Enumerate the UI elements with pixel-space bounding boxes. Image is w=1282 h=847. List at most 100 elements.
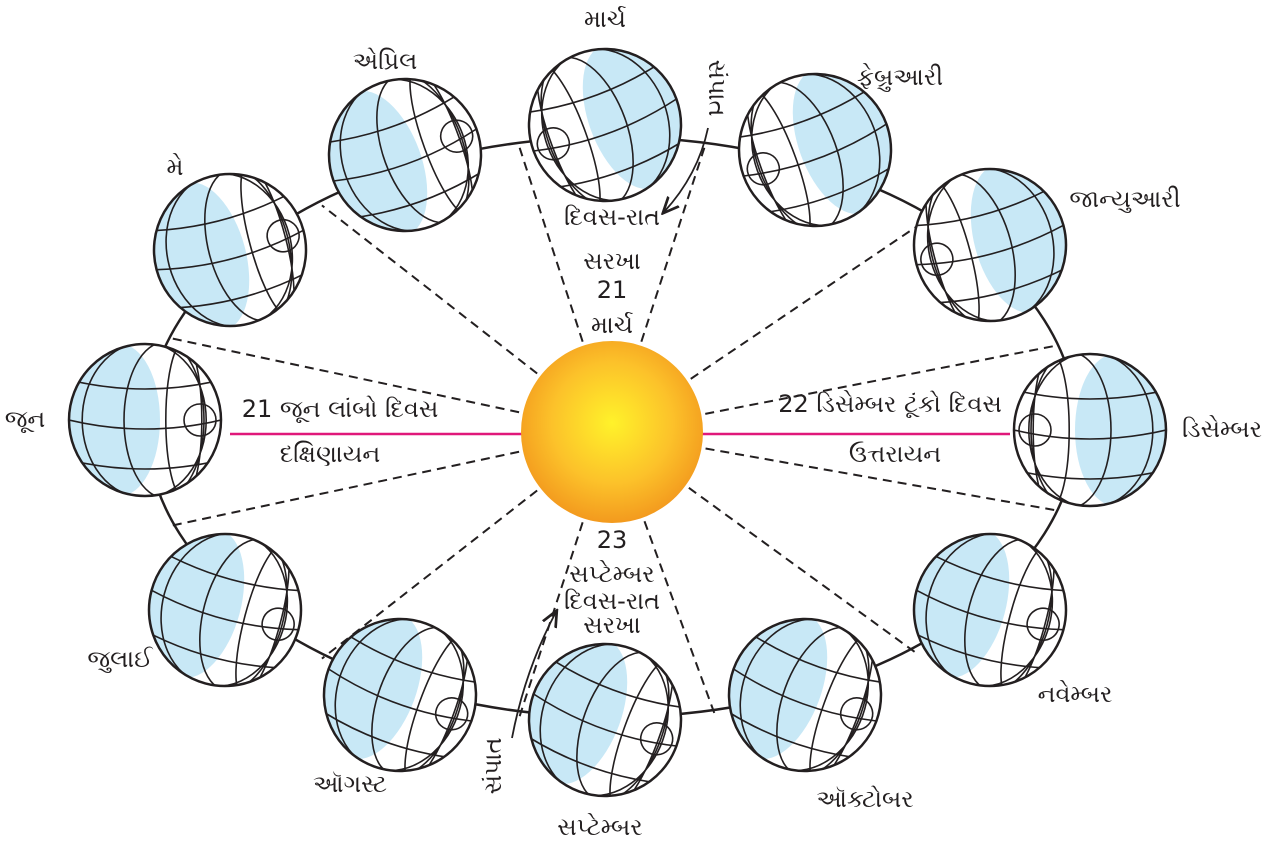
month-label: માર્ચ bbox=[584, 5, 626, 33]
parallel bbox=[926, 550, 1074, 592]
globe bbox=[519, 640, 703, 818]
dashed-ray bbox=[643, 520, 716, 716]
parallel bbox=[533, 98, 677, 152]
solstice-subtitle: દક્ષિણાયન bbox=[280, 440, 381, 468]
globe-outline bbox=[527, 642, 683, 798]
month-label: જુલાઈ bbox=[87, 645, 154, 673]
globe-outline bbox=[152, 172, 308, 328]
equinox-label: સંપાત bbox=[479, 738, 507, 795]
parallel bbox=[916, 224, 1064, 266]
parallel bbox=[1014, 429, 1166, 440]
parallel bbox=[533, 693, 677, 747]
parallel bbox=[1014, 469, 1166, 480]
pole-circle bbox=[920, 242, 954, 277]
globe-outline bbox=[327, 77, 483, 233]
meridian bbox=[81, 344, 208, 496]
globe-outline bbox=[1012, 352, 1168, 508]
month-label: ઑક્ટોબર bbox=[816, 785, 913, 813]
day-side bbox=[1014, 354, 1115, 506]
globe-outline bbox=[527, 47, 683, 203]
globe-detail bbox=[1014, 354, 1166, 506]
parallel bbox=[519, 60, 664, 115]
meridian bbox=[1030, 354, 1112, 506]
parallel bbox=[729, 85, 874, 140]
month-label: ફેબ્રુઆરી bbox=[857, 63, 943, 92]
parallel bbox=[156, 229, 304, 271]
parallel bbox=[314, 705, 458, 760]
parallel bbox=[746, 630, 891, 685]
pole-circle bbox=[261, 607, 295, 642]
parallel bbox=[151, 589, 299, 631]
equinox-month: સપ્ટેમ્બર bbox=[569, 560, 654, 588]
month-label: મે bbox=[167, 153, 184, 181]
parallel bbox=[733, 668, 877, 722]
globe-detail bbox=[69, 344, 221, 496]
parallel bbox=[161, 550, 309, 592]
globe-outline bbox=[912, 167, 1068, 323]
parallel bbox=[916, 589, 1064, 631]
meridian bbox=[1032, 354, 1071, 506]
globe-outline bbox=[147, 532, 303, 688]
dashed-ray bbox=[640, 147, 706, 342]
parallel bbox=[546, 655, 691, 710]
equinox-text: દિવસ-રાત bbox=[564, 203, 660, 231]
parallel bbox=[926, 263, 1075, 305]
parallel bbox=[333, 128, 477, 182]
parallel bbox=[328, 668, 472, 722]
parallel bbox=[347, 165, 491, 220]
dashed-ray bbox=[518, 522, 584, 717]
parallel bbox=[146, 190, 294, 232]
globe-outline bbox=[727, 617, 883, 773]
pole-circle bbox=[439, 119, 474, 153]
pole-circle bbox=[1018, 413, 1052, 447]
pole-circle bbox=[1026, 607, 1060, 642]
parallel bbox=[319, 90, 464, 145]
parallel bbox=[757, 160, 901, 215]
pole-circle bbox=[746, 152, 781, 186]
equinox-label: સંપાત bbox=[703, 60, 731, 117]
month-label: નવેમ્બર bbox=[1038, 680, 1113, 708]
equinox-text: દિવસ-રાત bbox=[564, 587, 660, 615]
solstice-title: 21 જૂન લાંબો દિવસ bbox=[242, 395, 439, 423]
parallel bbox=[1014, 389, 1166, 400]
month-label: ઑગસ્ટ bbox=[313, 770, 387, 798]
month-label: ડિસેમ્બર bbox=[1182, 415, 1262, 443]
solstice-subtitle: ઉત્તરાયન bbox=[849, 440, 941, 468]
parallel bbox=[906, 185, 1054, 227]
meridian bbox=[123, 344, 205, 496]
globe bbox=[140, 530, 319, 704]
globe-outline bbox=[737, 72, 893, 228]
month-labels: માર્ચ ફેબ્રુઆરી જાન્યુઆરી ડિસેમ્બર નવેમ્બર ઑક… bbox=[5, 5, 1262, 841]
month-label: એપ્રિલ bbox=[353, 47, 417, 75]
parallel bbox=[905, 628, 1054, 670]
globe bbox=[67, 342, 223, 498]
dashed-ray bbox=[690, 218, 929, 380]
globe bbox=[719, 615, 903, 793]
globe bbox=[1012, 352, 1168, 508]
parallel bbox=[69, 419, 221, 430]
globe-outline bbox=[67, 342, 223, 498]
meridian bbox=[1027, 354, 1154, 506]
parallel bbox=[547, 135, 691, 190]
equinox-text: સરખા bbox=[583, 247, 640, 275]
equinox-date: 23 bbox=[597, 526, 628, 554]
parallel bbox=[69, 379, 221, 390]
dashed-ray bbox=[321, 204, 538, 375]
equinox-text: સરખા bbox=[583, 611, 640, 639]
arrow bbox=[511, 612, 556, 739]
globe bbox=[319, 57, 503, 235]
month-label: જાન્યુઆરી bbox=[1069, 185, 1180, 213]
pole-circle bbox=[536, 127, 571, 161]
pole-circle bbox=[183, 403, 217, 437]
month-label: સપ્ટેમ્બર bbox=[557, 813, 642, 841]
solstice-title: 22 ડિસેમ્બર ટૂંકો દિવસ bbox=[778, 390, 1002, 418]
pole-circle bbox=[839, 697, 874, 731]
sun bbox=[521, 341, 703, 523]
parallel bbox=[719, 705, 863, 760]
day-side bbox=[120, 344, 221, 496]
equinox-date: 21 bbox=[597, 276, 628, 304]
parallel bbox=[743, 123, 887, 177]
globe-outline bbox=[912, 532, 1068, 688]
parallel bbox=[140, 628, 289, 670]
parallel bbox=[519, 730, 663, 785]
